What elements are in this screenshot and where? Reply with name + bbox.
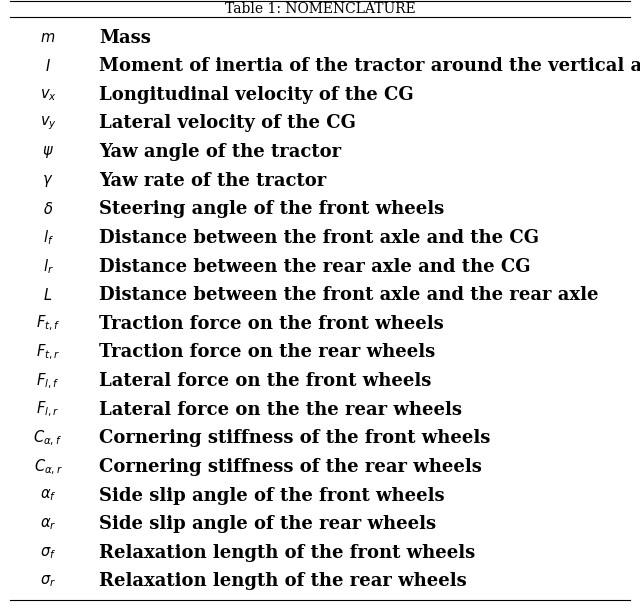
Text: $C_{\alpha,f}$: $C_{\alpha,f}$	[33, 429, 63, 448]
Text: $\delta$: $\delta$	[43, 201, 53, 218]
Text: Mass: Mass	[99, 29, 151, 46]
Text: $\alpha_f$: $\alpha_f$	[40, 488, 56, 503]
Text: Yaw rate of the tractor: Yaw rate of the tractor	[99, 172, 326, 189]
Text: Distance between the rear axle and the CG: Distance between the rear axle and the C…	[99, 257, 531, 276]
Text: Table 1: NOMENCLATURE: Table 1: NOMENCLATURE	[225, 2, 415, 15]
Text: $F_{l,r}$: $F_{l,r}$	[36, 400, 60, 419]
Text: $v_x$: $v_x$	[40, 87, 56, 103]
Text: Yaw angle of the tractor: Yaw angle of the tractor	[99, 143, 341, 161]
Text: Moment of inertia of the tractor around the vertical axis: Moment of inertia of the tractor around …	[99, 57, 640, 75]
Text: $L$: $L$	[44, 287, 52, 303]
Text: Lateral force on the front wheels: Lateral force on the front wheels	[99, 372, 431, 390]
Text: $v_y$: $v_y$	[40, 115, 56, 132]
Text: Relaxation length of the front wheels: Relaxation length of the front wheels	[99, 544, 476, 562]
Text: $l_f$: $l_f$	[42, 229, 54, 247]
Text: Longitudinal velocity of the CG: Longitudinal velocity of the CG	[99, 86, 414, 104]
Text: Steering angle of the front wheels: Steering angle of the front wheels	[99, 200, 444, 218]
Text: $F_{t,f}$: $F_{t,f}$	[36, 314, 60, 334]
Text: $C_{\alpha,r}$: $C_{\alpha,r}$	[33, 457, 63, 477]
Text: Side slip angle of the rear wheels: Side slip angle of the rear wheels	[99, 515, 436, 533]
Text: Traction force on the front wheels: Traction force on the front wheels	[99, 315, 444, 333]
Text: Distance between the front axle and the CG: Distance between the front axle and the …	[99, 229, 540, 247]
Text: $l_r$: $l_r$	[43, 257, 53, 276]
Text: Relaxation length of the rear wheels: Relaxation length of the rear wheels	[99, 573, 467, 590]
Text: $\gamma$: $\gamma$	[42, 173, 54, 189]
Text: $\sigma_r$: $\sigma_r$	[40, 574, 56, 589]
Text: $\sigma_f$: $\sigma_f$	[40, 545, 56, 561]
Text: Distance between the front axle and the rear axle: Distance between the front axle and the …	[99, 286, 598, 304]
Text: Cornering stiffness of the rear wheels: Cornering stiffness of the rear wheels	[99, 458, 482, 476]
Text: $F_{l,f}$: $F_{l,f}$	[36, 371, 60, 390]
Text: $\psi$: $\psi$	[42, 144, 54, 160]
Text: $m$: $m$	[40, 31, 56, 45]
Text: Cornering stiffness of the front wheels: Cornering stiffness of the front wheels	[99, 430, 491, 447]
Text: $I$: $I$	[45, 58, 51, 74]
Text: $\alpha_r$: $\alpha_r$	[40, 516, 56, 532]
Text: Lateral force on the the rear wheels: Lateral force on the the rear wheels	[99, 401, 462, 419]
Text: Lateral velocity of the CG: Lateral velocity of the CG	[99, 114, 356, 133]
Text: Traction force on the rear wheels: Traction force on the rear wheels	[99, 343, 435, 362]
Text: $F_{t,r}$: $F_{t,r}$	[36, 343, 60, 362]
Text: Side slip angle of the front wheels: Side slip angle of the front wheels	[99, 486, 445, 505]
